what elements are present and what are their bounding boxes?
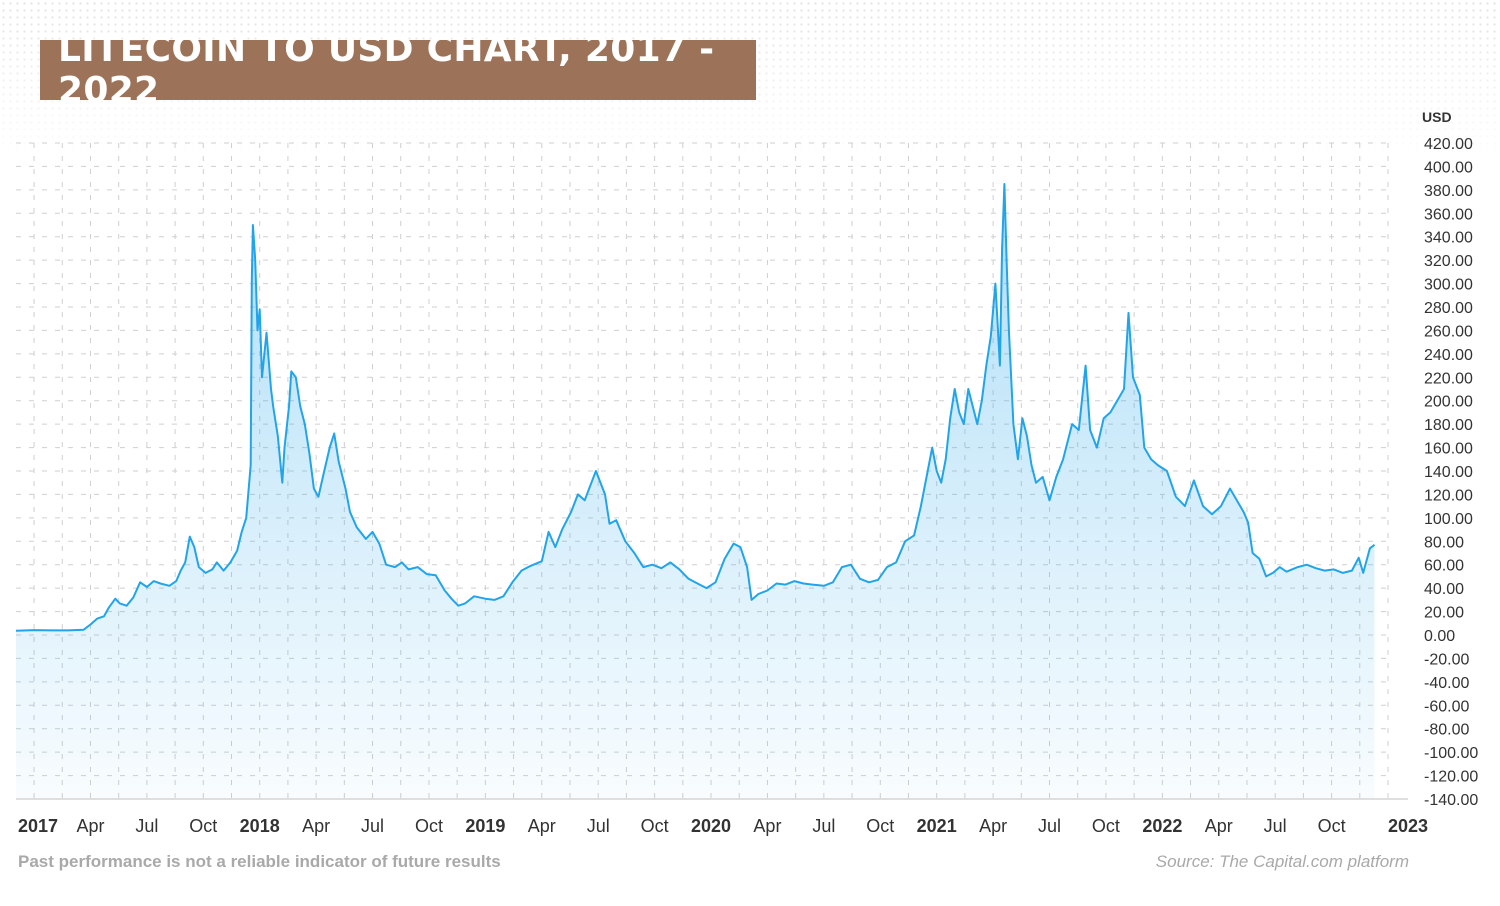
- y-tick-label: 240.00: [1424, 347, 1473, 364]
- x-tick-label: 2021: [917, 816, 957, 836]
- y-tick-label: -60.00: [1424, 698, 1469, 715]
- series-line-path: [15, 183, 1376, 632]
- y-tick-label: 200.00: [1424, 394, 1473, 411]
- source-text: Source: The Capital.com platform: [1155, 852, 1409, 871]
- x-tick-label: Oct: [1092, 816, 1120, 836]
- y-tick-label: 80.00: [1424, 534, 1464, 551]
- y-tick-label: -120.00: [1424, 769, 1478, 786]
- y-tick-label: 340.00: [1424, 230, 1473, 247]
- y-axis-label: USD: [1422, 109, 1452, 125]
- x-tick-label: Apr: [302, 816, 330, 836]
- y-tick-label: -40.00: [1424, 675, 1469, 692]
- y-tick-label: 140.00: [1424, 464, 1473, 481]
- y-tick-label: -140.00: [1424, 792, 1478, 809]
- x-tick-label: 2018: [240, 816, 280, 836]
- x-tick-label: 2022: [1142, 816, 1182, 836]
- y-tick-label: 180.00: [1424, 417, 1473, 434]
- y-tick-label: 300.00: [1424, 277, 1473, 294]
- x-tick-label: 2017: [18, 816, 58, 836]
- x-tick-label: 2019: [465, 816, 505, 836]
- x-tick-label: Apr: [753, 816, 781, 836]
- x-tick-label: Apr: [979, 816, 1007, 836]
- x-tick-label: Oct: [641, 816, 669, 836]
- y-axis-tick-labels: 420.00 400.00 380.00 360.00 340.00 320.00 300.…: [1424, 136, 1478, 809]
- x-tick-label: Oct: [415, 816, 443, 836]
- y-tick-label: 120.00: [1424, 487, 1473, 504]
- y-tick-label: 260.00: [1424, 323, 1473, 340]
- series-area: [16, 184, 1375, 799]
- disclaimer-text: Past performance is not a reliable indic…: [18, 852, 501, 871]
- x-tick-label: 2023: [1388, 816, 1428, 836]
- x-tick-label: Jul: [135, 816, 158, 836]
- y-tick-label: 280.00: [1424, 300, 1473, 317]
- y-tick-label: 60.00: [1424, 558, 1464, 575]
- y-tick-label: 20.00: [1424, 605, 1464, 622]
- y-tick-label: 420.00: [1424, 136, 1473, 153]
- x-tick-label: Jul: [361, 816, 384, 836]
- x-tick-label: Jul: [1264, 816, 1287, 836]
- x-tick-label: Jul: [1038, 816, 1061, 836]
- x-axis-tick-labels: 2017 Apr Jul Oct 2018 Apr Jul Oct 2019 Apr Jul Oct 2…: [18, 816, 1428, 836]
- x-tick-label: Jul: [812, 816, 835, 836]
- y-tick-label: -100.00: [1424, 745, 1478, 762]
- series-area-fill: [16, 184, 1375, 799]
- y-tick-label: 360.00: [1424, 206, 1473, 223]
- y-tick-label: -80.00: [1424, 722, 1469, 739]
- x-tick-label: Jul: [587, 816, 610, 836]
- y-tick-label: 40.00: [1424, 581, 1464, 598]
- x-tick-label: 2020: [691, 816, 731, 836]
- y-tick-label: 100.00: [1424, 511, 1473, 528]
- y-tick-label: 320.00: [1424, 253, 1473, 270]
- y-tick-label: -20.00: [1424, 651, 1469, 668]
- x-tick-label: Apr: [1205, 816, 1233, 836]
- x-tick-label: Oct: [189, 816, 217, 836]
- y-tick-label: 0.00: [1424, 628, 1455, 645]
- y-tick-label: 160.00: [1424, 441, 1473, 458]
- y-tick-label: 400.00: [1424, 159, 1473, 176]
- y-tick-label: 220.00: [1424, 370, 1473, 387]
- y-tick-label: 380.00: [1424, 183, 1473, 200]
- series-line: [15, 183, 1376, 632]
- x-tick-label: Apr: [528, 816, 556, 836]
- x-tick-label: Oct: [866, 816, 894, 836]
- x-tick-label: Oct: [1318, 816, 1346, 836]
- x-tick-label: Apr: [76, 816, 104, 836]
